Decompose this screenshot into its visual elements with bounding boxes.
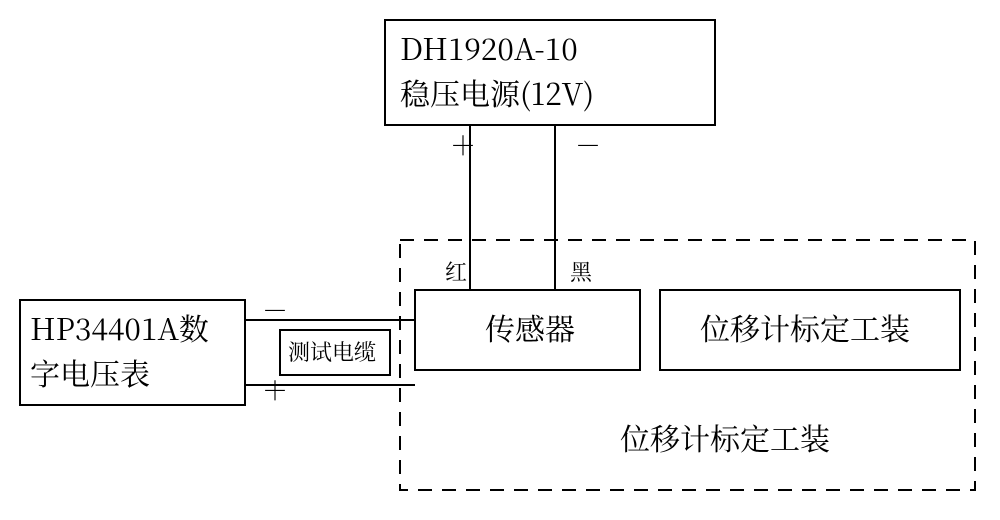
psu-line1: DH1920A-10 bbox=[400, 25, 578, 69]
dvm-line2: 字电压表 bbox=[30, 350, 150, 394]
dvm-line1: HP34401A数 bbox=[30, 305, 209, 349]
dvm-plus-sign: ＋ bbox=[262, 371, 288, 408]
sensor-label: 传感器 bbox=[485, 305, 575, 349]
psu-minus-sign: － bbox=[575, 126, 601, 163]
psu-line2: 稳压电源(12V) bbox=[400, 70, 594, 114]
dashed-label: 位移计标定工装 bbox=[620, 415, 830, 459]
cable-label: 测试电缆 bbox=[288, 336, 376, 367]
psu-plus-sign: ＋ bbox=[450, 126, 476, 163]
black-label: 黑 bbox=[570, 256, 593, 287]
dvm-minus-sign: － bbox=[262, 291, 288, 328]
fixture-label: 位移计标定工装 bbox=[700, 305, 910, 349]
block-diagram: DH1920A-10 稳压电源(12V) HP34401A数 字电压表 传感器 … bbox=[0, 0, 1000, 520]
red-label: 红 bbox=[445, 256, 467, 287]
